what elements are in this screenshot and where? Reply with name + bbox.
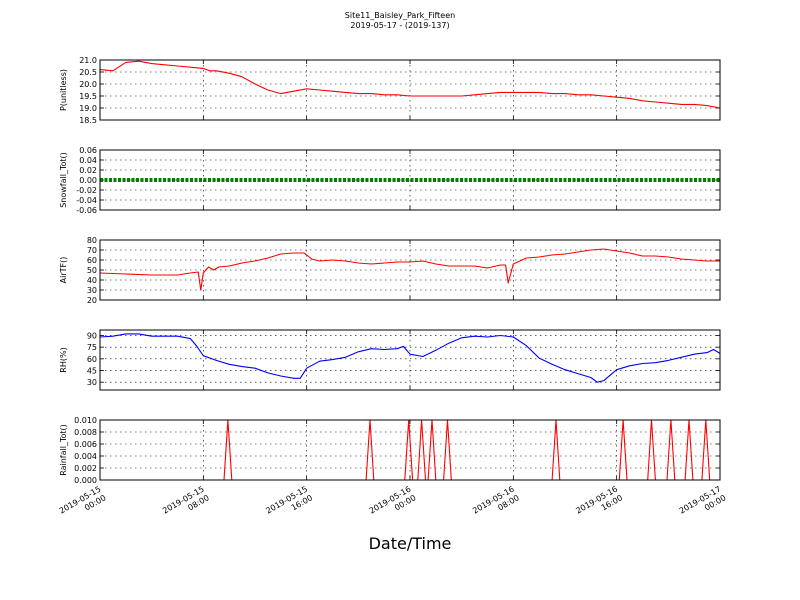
series-line bbox=[99, 333, 721, 383]
y-tick-label: 45 bbox=[87, 367, 97, 376]
y-tick-label: -0.06 bbox=[76, 206, 97, 215]
y-tick-label: 20 bbox=[87, 296, 97, 305]
y-tick-label: 70 bbox=[87, 246, 97, 255]
y-tick-label: 20.0 bbox=[79, 80, 97, 89]
y-tick-label: 0.006 bbox=[74, 440, 97, 449]
y-tick-label: 19.0 bbox=[79, 104, 97, 113]
x-tick-label: 2019-05-1508:00 bbox=[161, 485, 211, 525]
x-tick-label: 2019-05-1608:00 bbox=[471, 485, 521, 525]
x-axis-label: Date/Time bbox=[368, 534, 452, 553]
y-tick-label: 19.5 bbox=[79, 92, 97, 101]
y-tick-label: 80 bbox=[87, 236, 97, 245]
chart-subtitle: 2019-05-17 - (2019-137) bbox=[350, 21, 450, 30]
y-tick-label: 0.010 bbox=[74, 416, 97, 425]
y-tick-label: 0.04 bbox=[79, 156, 97, 165]
y-tick-label: 75 bbox=[87, 343, 97, 352]
y-tick-label: 0.002 bbox=[74, 464, 97, 473]
y-tick-label: 0.004 bbox=[74, 452, 97, 461]
y-axis-label: Snowfall_Tot() bbox=[59, 152, 68, 208]
series-line bbox=[99, 60, 721, 109]
y-tick-label: 0.06 bbox=[79, 146, 97, 155]
x-tick-label: 2019-05-1600:00 bbox=[368, 485, 418, 525]
x-tick-label: 2019-05-1700:00 bbox=[678, 485, 728, 525]
axes-frame bbox=[99, 59, 721, 121]
axes-frame bbox=[99, 419, 721, 481]
y-tick-label: 90 bbox=[87, 331, 97, 340]
x-tick-label: 2019-05-1616:00 bbox=[574, 485, 624, 525]
x-tick-label: 2019-05-1516:00 bbox=[264, 485, 314, 525]
y-tick-label: 0.00 bbox=[79, 176, 97, 185]
y-axis-label: P(unitless) bbox=[59, 69, 68, 111]
y-tick-label: -0.02 bbox=[76, 186, 97, 195]
y-tick-label: 50 bbox=[87, 266, 97, 275]
y-axis-label: AirTF() bbox=[59, 257, 68, 284]
x-tick-label: 2019-05-1500:00 bbox=[58, 485, 108, 525]
axes-frame bbox=[99, 329, 721, 391]
y-tick-label: 0.008 bbox=[74, 428, 97, 437]
y-tick-label: 40 bbox=[87, 276, 97, 285]
y-tick-label: -0.04 bbox=[76, 196, 97, 205]
axes-frame bbox=[99, 149, 721, 211]
y-tick-label: 30 bbox=[87, 286, 97, 295]
y-tick-label: 30 bbox=[87, 378, 97, 387]
y-tick-label: 0.000 bbox=[74, 476, 97, 485]
y-tick-label: 60 bbox=[87, 256, 97, 265]
axes-frame bbox=[99, 239, 721, 301]
series-line bbox=[99, 248, 720, 291]
y-tick-label: 18.5 bbox=[79, 116, 97, 125]
y-tick-label: 0.02 bbox=[79, 166, 97, 175]
y-tick-label: 21.0 bbox=[79, 56, 97, 65]
y-axis-label: Rainfall_Tot() bbox=[59, 424, 68, 476]
chart-title: Site11_Baisley_Park_Fifteen bbox=[344, 11, 456, 20]
y-axis-label: RH(%) bbox=[59, 347, 68, 372]
y-tick-label: 60 bbox=[87, 355, 97, 364]
y-tick-label: 20.5 bbox=[79, 68, 97, 77]
